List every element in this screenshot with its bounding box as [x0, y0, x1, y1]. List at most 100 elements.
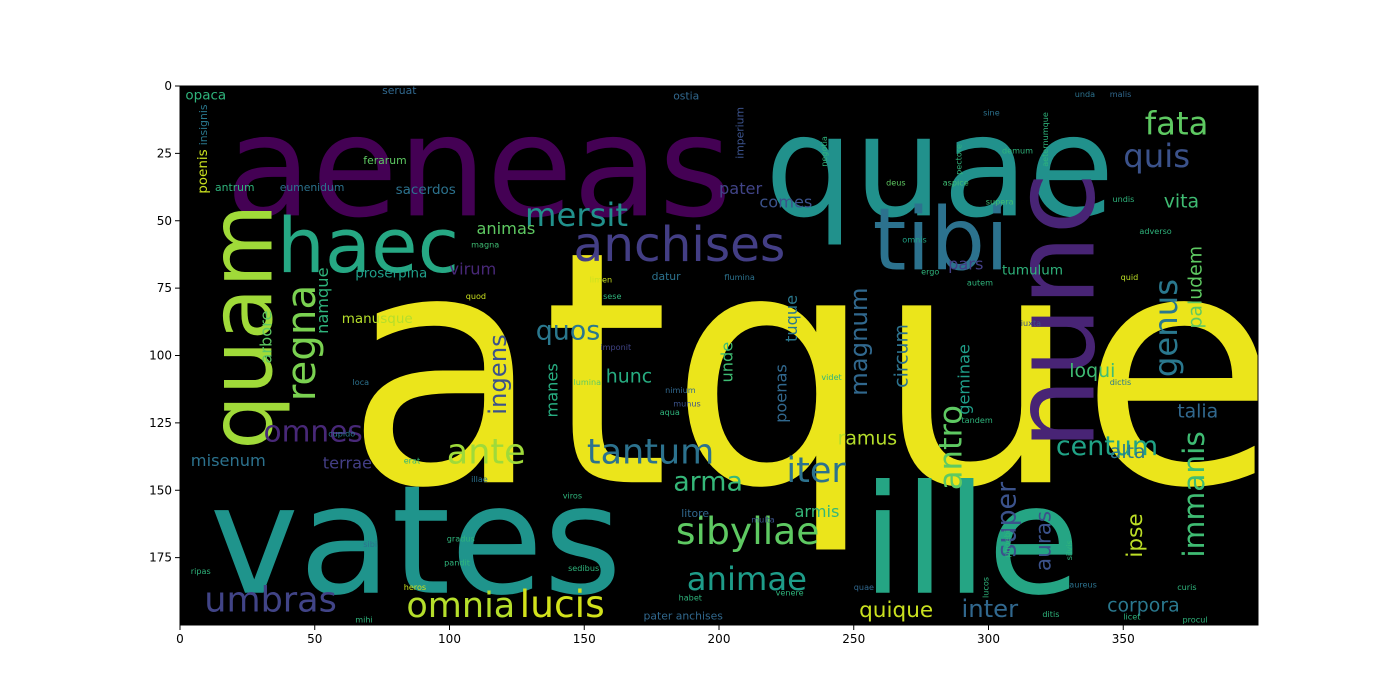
- word-inter: inter: [962, 594, 1019, 623]
- word-dictis: dictis: [1110, 377, 1131, 387]
- word-magnum: magnum: [844, 287, 873, 395]
- word-poenis: poenis: [195, 149, 211, 193]
- word-datur: datur: [652, 270, 682, 283]
- word-lumina: lumina: [574, 377, 602, 387]
- x-tick-label: 200: [708, 632, 731, 646]
- word-talia: talia: [1177, 401, 1218, 423]
- word-ostia: ostia: [673, 90, 699, 103]
- word-sibyllae: sibyllae: [676, 509, 820, 553]
- word-procul: procul: [1183, 614, 1208, 624]
- word-nimium: nimium: [665, 385, 696, 395]
- y-axis: 0 25 50 75 100 125 150 175: [149, 79, 180, 565]
- word-mihi: mihi: [355, 614, 373, 624]
- word-tantum: tantum: [587, 432, 714, 472]
- word-viros: viros: [563, 490, 582, 500]
- y-tick-label: 125: [149, 416, 172, 430]
- word-geminae: geminae: [955, 344, 974, 415]
- word-curis: curis: [1177, 582, 1196, 592]
- word-imponit: imponit: [600, 342, 631, 352]
- word-lucis: lucis: [520, 582, 605, 626]
- word-immanis: immanis: [1177, 431, 1211, 557]
- word-sibi: sibi: [363, 539, 377, 549]
- word-aureus: aureus: [1069, 579, 1097, 589]
- word-quod: quod: [466, 291, 486, 301]
- word-sese: sese: [603, 291, 621, 301]
- word-unda: unda: [1075, 89, 1095, 99]
- word-magna: magna: [471, 240, 499, 250]
- word-haec: haec: [277, 202, 459, 290]
- word-arbore: arbore: [257, 311, 276, 364]
- word-eumenidum: eumenidum: [280, 181, 345, 194]
- word-insignis: insignis: [197, 104, 210, 145]
- word-auras: auras: [1032, 511, 1057, 571]
- word-vita: vita: [1164, 190, 1199, 212]
- word-multa: multa: [751, 515, 774, 525]
- word-nunc: nunc: [989, 172, 1121, 449]
- word-corpora: corpora: [1107, 595, 1180, 617]
- word-erat: erat: [404, 455, 420, 465]
- word-adverso: adverso: [1139, 226, 1171, 236]
- word-heros: heros: [404, 582, 426, 592]
- y-tick-label: 0: [164, 79, 172, 93]
- word-ante: ante: [447, 432, 526, 472]
- word-quam: quam: [193, 204, 293, 450]
- word-alta: alta: [1110, 441, 1146, 463]
- word-regna: regna: [277, 285, 325, 402]
- x-tick-label: 300: [977, 632, 1000, 646]
- word-licet: licet: [1123, 612, 1140, 622]
- word-demum: demum: [1002, 145, 1033, 155]
- x-tick-label: 0: [176, 632, 184, 646]
- word-ille: ille: [862, 453, 1081, 629]
- word-venere: venere: [776, 587, 804, 597]
- word-gradus: gradus: [447, 534, 475, 544]
- word-omnis: omnis: [902, 234, 926, 244]
- word-habet: habet: [679, 593, 702, 603]
- word-pater: pater: [719, 179, 763, 198]
- word-tibi: tibi: [873, 190, 1009, 290]
- word-sacerdos: sacerdos: [396, 182, 456, 198]
- word-quis: quis: [1123, 137, 1190, 175]
- word-aqua: aqua: [660, 407, 680, 417]
- word-illae: illae: [471, 474, 488, 484]
- word-hunc: hunc: [606, 366, 652, 388]
- word-loca: loca: [353, 377, 370, 387]
- y-tick-label: 50: [157, 214, 172, 228]
- word-quos: quos: [536, 315, 601, 346]
- word-arma: arma: [673, 466, 743, 497]
- x-tick-label: 100: [438, 632, 461, 646]
- word-antrum: antrum: [215, 181, 255, 194]
- word-virum: virum: [450, 260, 497, 279]
- word-manusque: manusque: [342, 311, 413, 327]
- word-negotia: negotia: [819, 136, 829, 167]
- word-iuxta: iuxta: [1021, 318, 1041, 328]
- word-flumina: flumina: [724, 272, 754, 282]
- word-autem: autem: [967, 277, 993, 287]
- word-lucos: lucos: [981, 577, 991, 598]
- x-tick-label: 50: [307, 632, 322, 646]
- y-tick-label: 25: [157, 146, 172, 160]
- word-quae: quae: [854, 582, 874, 592]
- word-ferarum: ferarum: [363, 154, 406, 167]
- word-cupido: cupido: [328, 428, 355, 438]
- word-phoebi: phoebi: [1002, 530, 1012, 558]
- x-tick-label: 250: [842, 632, 865, 646]
- word-misenum: misenum: [191, 451, 266, 470]
- word-ramus: ramus: [838, 427, 898, 449]
- word-super: super: [992, 481, 1023, 558]
- word-centum: centum: [1056, 431, 1158, 462]
- word-ingens: ingens: [483, 334, 512, 415]
- word-munus: munus: [673, 399, 701, 409]
- word-pater-anchises: pater anchises: [644, 610, 724, 623]
- word-ipse: ipse: [1123, 513, 1148, 557]
- word-sedibus: sedibus: [568, 563, 599, 573]
- word-aeneas: aeneas: [226, 86, 732, 249]
- word-opaca: opaca: [185, 88, 226, 104]
- word-genus: genus: [1147, 279, 1185, 377]
- word-unde: unde: [718, 342, 737, 383]
- word-fata: fata: [1145, 105, 1209, 143]
- word-limen: limen: [590, 275, 613, 285]
- word-armis: armis: [795, 502, 840, 521]
